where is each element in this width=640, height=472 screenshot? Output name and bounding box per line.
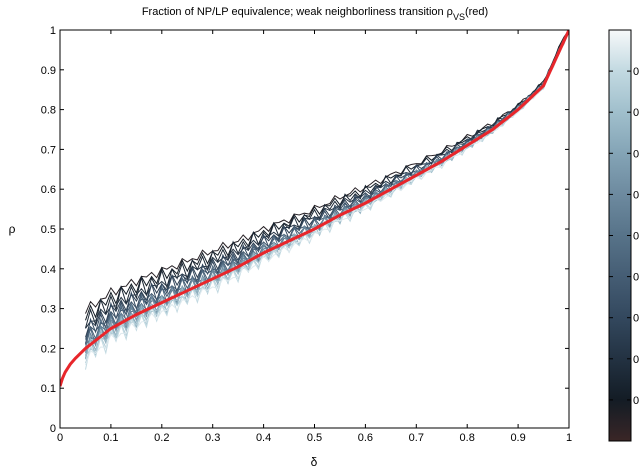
y-tick-label: 0.8 [41,105,56,117]
y-axis-label: ρ [9,222,16,236]
y-tick-label: 0.2 [41,343,56,355]
colorbar-tick-label: 0.9 [633,66,640,78]
x-tick-label: 0.2 [154,432,169,444]
x-tick-label: 0.8 [460,432,475,444]
x-tick-label: 0.5 [307,432,322,444]
colorbar-tick-label: 0.8 [633,107,640,119]
y-tick-label: 0.5 [41,224,56,236]
rho-vs-transition-curve [60,30,569,387]
colorbar-tick-label: 0.3 [633,313,640,325]
y-tick-label: 0.1 [41,383,56,395]
x-axis-label: δ [311,455,318,469]
x-tick-label: 0.9 [510,432,525,444]
colorbar-tick-label: 0.4 [633,272,640,284]
chart-title: Fraction of NP/LP equivalence; weak neig… [142,6,488,22]
x-axis: 0 0.1 0.2 0.3 0.4 0.5 0.6 0.7 0.8 0.9 1 [57,30,572,444]
y-tick-label: 0.3 [41,304,56,316]
y-tick-label: 0.6 [41,184,56,196]
y-tick-label: 0.4 [41,264,56,276]
colorbar-tick-label: 0.2 [633,354,640,366]
colorbar-tick-label: 0.7 [633,148,640,160]
contour-line [85,30,569,345]
contour-line [85,30,569,314]
colorbar-ticks: 0.1 0.2 0.3 0.4 0.5 0.6 0.7 0.8 0.9 [609,66,640,407]
y-tick-label: 0.9 [41,65,56,77]
colorbar-tick-label: 0.6 [633,189,640,201]
y-tick-label: 1 [50,25,56,37]
x-tick-label: 0 [57,432,63,444]
y-tick-label: 0.7 [41,144,56,156]
x-tick-label: 0.7 [409,432,424,444]
colorbar-tick-label: 0.1 [633,395,640,407]
x-tick-label: 0.6 [358,432,373,444]
x-tick-label: 0.4 [256,432,271,444]
x-tick-label: 0.1 [103,432,118,444]
colorbar-tick-label: 0.5 [633,231,640,243]
y-tick-label: 0 [50,423,56,435]
x-tick-label: 1 [566,432,572,444]
y-axis: 0 0.1 0.2 0.3 0.4 0.5 0.6 0.7 0.8 0.9 1 [41,25,569,435]
x-tick-label: 0.3 [205,432,220,444]
